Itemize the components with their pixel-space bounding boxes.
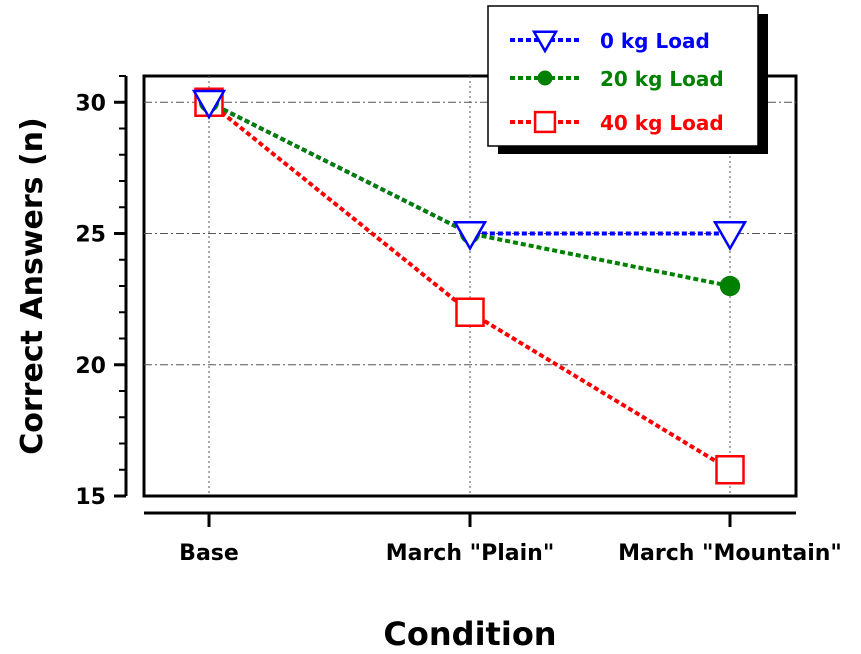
x-axis: Base March "Plain" March "Mountain"	[144, 511, 842, 566]
marker-triangle	[531, 30, 559, 54]
y-tick-label: 20	[75, 354, 106, 379]
marker-square	[715, 455, 745, 485]
y-tick-label: 25	[75, 223, 106, 248]
marker-triangle	[191, 89, 227, 120]
x-tick-label: March "Mountain"	[618, 541, 842, 566]
x-tick-label: March "Plain"	[386, 541, 555, 566]
y-axis-title: Correct Answers (n)	[15, 117, 50, 455]
legend-label: 20 kg Load	[600, 67, 724, 91]
marker-circle	[719, 275, 741, 297]
series-line	[207, 100, 732, 472]
x-tick-label: Base	[179, 541, 239, 566]
y-tick-label: 15	[75, 485, 106, 510]
legend-label: 40 kg Load	[600, 111, 724, 135]
marker-circle	[537, 70, 553, 86]
legend: 0 kg Load 20 kg Load 40 kg Load	[487, 5, 768, 154]
legend-box	[487, 5, 759, 147]
legend-label: 0 kg Load	[600, 29, 710, 53]
x-axis-title: Condition	[383, 615, 556, 653]
series-layer	[191, 87, 748, 485]
marker-square	[455, 297, 485, 327]
y-axis: 15 20 25 30	[75, 75, 128, 510]
marker-triangle	[712, 221, 748, 252]
marker-triangle	[452, 221, 488, 252]
marker-square	[533, 110, 557, 134]
y-tick-label: 30	[75, 91, 106, 116]
